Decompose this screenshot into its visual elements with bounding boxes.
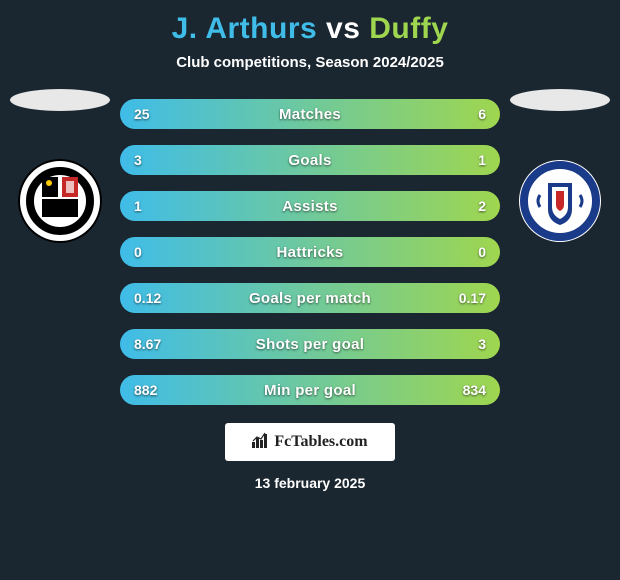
comparison-content: 25 Matches 6 3 Goals 1 1 Assists 2 0 Hattricks 0 0.1… — [0, 99, 620, 405]
stat-label: Goals per match — [249, 290, 371, 307]
stat-value-right: 0 — [478, 244, 486, 260]
stat-value-right: 2 — [478, 198, 486, 214]
stat-label: Assists — [282, 198, 337, 215]
player2-column — [510, 89, 610, 243]
stat-value-left: 882 — [134, 382, 157, 398]
stat-value-right: 0.17 — [459, 290, 486, 306]
stat-value-left: 25 — [134, 106, 150, 122]
stat-label: Goals — [288, 152, 331, 169]
player2-name: Duffy — [369, 12, 448, 45]
player1-club-badge — [18, 159, 102, 243]
stat-row: 0 Hattricks 0 — [120, 237, 500, 267]
stat-row: 1 Assists 2 — [120, 191, 500, 221]
player1-name: J. Arthurs — [172, 12, 318, 45]
vs-text: vs — [326, 12, 360, 45]
player2-club-badge — [518, 159, 602, 243]
stat-label: Shots per goal — [256, 336, 364, 353]
player1-silhouette-shadow — [10, 89, 110, 111]
comparison-title: J. Arthurs vs Duffy — [0, 0, 620, 46]
subtitle: Club competitions, Season 2024/2025 — [0, 54, 620, 71]
date-text: 13 february 2025 — [0, 475, 620, 491]
player1-column — [10, 89, 110, 243]
stat-row: 882 Min per goal 834 — [120, 375, 500, 405]
stat-value-right: 834 — [463, 382, 486, 398]
stat-value-right: 1 — [478, 152, 486, 168]
stat-value-left: 0.12 — [134, 290, 161, 306]
stat-value-left: 1 — [134, 198, 142, 214]
stat-row: 0.12 Goals per match 0.17 — [120, 283, 500, 313]
stat-label: Min per goal — [264, 382, 356, 399]
footer-logo-text: FcTables.com — [274, 433, 367, 451]
stat-value-left: 0 — [134, 244, 142, 260]
stat-value-left: 3 — [134, 152, 142, 168]
stat-label: Matches — [279, 106, 341, 123]
stat-value-right: 6 — [478, 106, 486, 122]
stat-value-left: 8.67 — [134, 336, 161, 352]
stat-row: 25 Matches 6 — [120, 99, 500, 129]
stat-row: 3 Goals 1 — [120, 145, 500, 175]
stat-value-right: 3 — [478, 336, 486, 352]
stat-label: Hattricks — [277, 244, 344, 261]
bar-chart-icon — [252, 432, 270, 453]
stat-rows: 25 Matches 6 3 Goals 1 1 Assists 2 0 Hattricks 0 0.1… — [120, 99, 500, 405]
player2-silhouette-shadow — [510, 89, 610, 111]
stat-row: 8.67 Shots per goal 3 — [120, 329, 500, 359]
footer-logo: FcTables.com — [225, 423, 395, 461]
